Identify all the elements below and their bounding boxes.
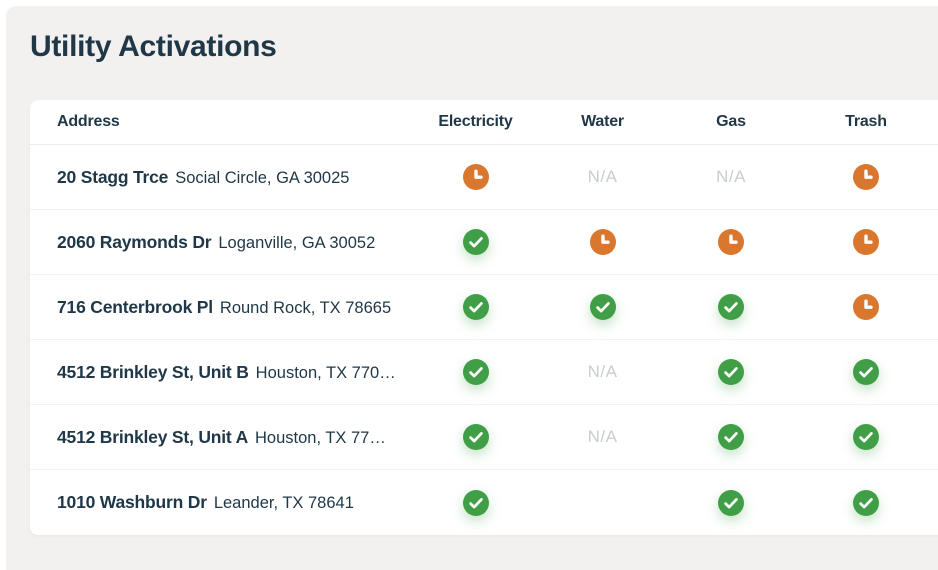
complete-check-icon: [462, 294, 489, 320]
table-row[interactable]: 20 Stagg Trce Social Circle, GA 30025 N/…: [30, 145, 938, 210]
address-location: Round Rock, TX 78665: [219, 298, 392, 317]
status-cell-electricity: [412, 164, 539, 190]
na-label: N/A: [587, 167, 618, 186]
status-cell-trash: [796, 294, 936, 320]
address-location: Houston, TX 77…: [255, 428, 386, 447]
pending-clock-icon: [718, 229, 744, 255]
complete-check-icon: [589, 294, 616, 320]
address-street: 4512 Brinkley St, Unit A: [57, 426, 249, 447]
column-header-water: Water: [581, 113, 624, 130]
table-row[interactable]: 4512 Brinkley St, Unit B Houston, TX 770…: [30, 340, 938, 405]
status-cell-water: N/A: [539, 167, 666, 187]
status-cell-gas: [666, 229, 796, 255]
complete-check-icon: [853, 489, 879, 516]
status-cell-water: N/A: [539, 362, 666, 382]
address-cell: 2060 Raymonds Dr Loganville, GA 30052: [57, 232, 412, 253]
pending-clock-icon: [853, 164, 879, 190]
address-street: 716 Centerbrook Pl: [57, 296, 213, 317]
status-cell-electricity: [412, 229, 539, 255]
complete-check-icon: [462, 489, 489, 516]
status-cell-trash: [796, 489, 936, 516]
status-cell-gas: [666, 489, 796, 516]
table-row[interactable]: 2060 Raymonds Dr Loganville, GA 30052: [30, 210, 938, 275]
address-cell: 4512 Brinkley St, Unit A Houston, TX 77…: [57, 427, 412, 448]
status-cell-water: N/A: [539, 427, 666, 447]
status-cell-trash: [796, 229, 936, 255]
address-street: 1010 Washburn Dr: [57, 492, 207, 512]
status-cell-trash: [796, 164, 936, 190]
column-header-trash: Trash: [845, 113, 887, 130]
status-cell-trash: [796, 424, 936, 450]
na-label: N/A: [716, 167, 746, 186]
address-street: 4512 Brinkley St, Unit B: [57, 361, 249, 382]
address-location: Social Circle, GA 30025: [175, 168, 350, 187]
column-header-electricity: Electricity: [438, 113, 513, 130]
table-row[interactable]: 1010 Washburn Dr Leander, TX 78641: [30, 470, 938, 535]
status-cell-electricity: [412, 359, 539, 385]
status-cell-gas: [666, 294, 796, 320]
complete-check-icon: [718, 359, 744, 385]
complete-check-icon: [462, 359, 489, 385]
address-location: Leander, TX 78641: [213, 494, 354, 512]
pending-clock-icon: [853, 294, 879, 320]
column-header-address: Address: [57, 113, 120, 130]
pending-clock-icon: [853, 229, 879, 255]
status-cell-water: [539, 229, 666, 255]
table-header: Address Electricity Water Gas Trash: [30, 100, 938, 145]
status-cell-gas: [666, 359, 796, 385]
status-cell-electricity: [412, 424, 539, 450]
status-cell-gas: N/A: [666, 167, 796, 187]
status-cell-electricity: [412, 294, 539, 320]
pending-clock-icon: [462, 164, 489, 190]
table-body: 20 Stagg Trce Social Circle, GA 30025 N/…: [30, 145, 938, 535]
complete-check-icon: [462, 424, 489, 450]
na-label: N/A: [587, 362, 618, 381]
utility-activations-table: Address Electricity Water Gas Trash 20 S…: [30, 100, 938, 535]
address-location: Loganville, GA 30052: [218, 233, 376, 252]
complete-check-icon: [718, 489, 744, 516]
status-cell-water: [539, 294, 666, 320]
complete-check-icon: [718, 424, 744, 450]
address-cell: 20 Stagg Trce Social Circle, GA 30025: [57, 167, 412, 188]
address-street: 20 Stagg Trce: [57, 166, 169, 187]
address-street: 2060 Raymonds Dr: [57, 231, 212, 252]
status-cell-trash: [796, 359, 936, 385]
address-cell: 1010 Washburn Dr Leander, TX 78641: [57, 492, 412, 513]
pending-clock-icon: [589, 229, 616, 255]
complete-check-icon: [853, 424, 879, 450]
address-location: Houston, TX 770…: [255, 363, 396, 382]
na-label: N/A: [587, 427, 618, 446]
complete-check-icon: [718, 294, 744, 320]
table-row[interactable]: 716 Centerbrook Pl Round Rock, TX 78665: [30, 275, 938, 340]
page-title: Utility Activations: [30, 30, 277, 63]
table-row[interactable]: 4512 Brinkley St, Unit A Houston, TX 77……: [30, 405, 938, 470]
address-cell: 4512 Brinkley St, Unit B Houston, TX 770…: [57, 362, 412, 383]
complete-check-icon: [853, 359, 879, 385]
address-cell: 716 Centerbrook Pl Round Rock, TX 78665: [57, 297, 412, 318]
content-panel: Utility Activations Address Electricity …: [6, 6, 938, 570]
column-header-gas: Gas: [716, 113, 746, 130]
complete-check-icon: [462, 229, 489, 255]
status-cell-electricity: [412, 489, 539, 516]
status-cell-gas: [666, 424, 796, 450]
